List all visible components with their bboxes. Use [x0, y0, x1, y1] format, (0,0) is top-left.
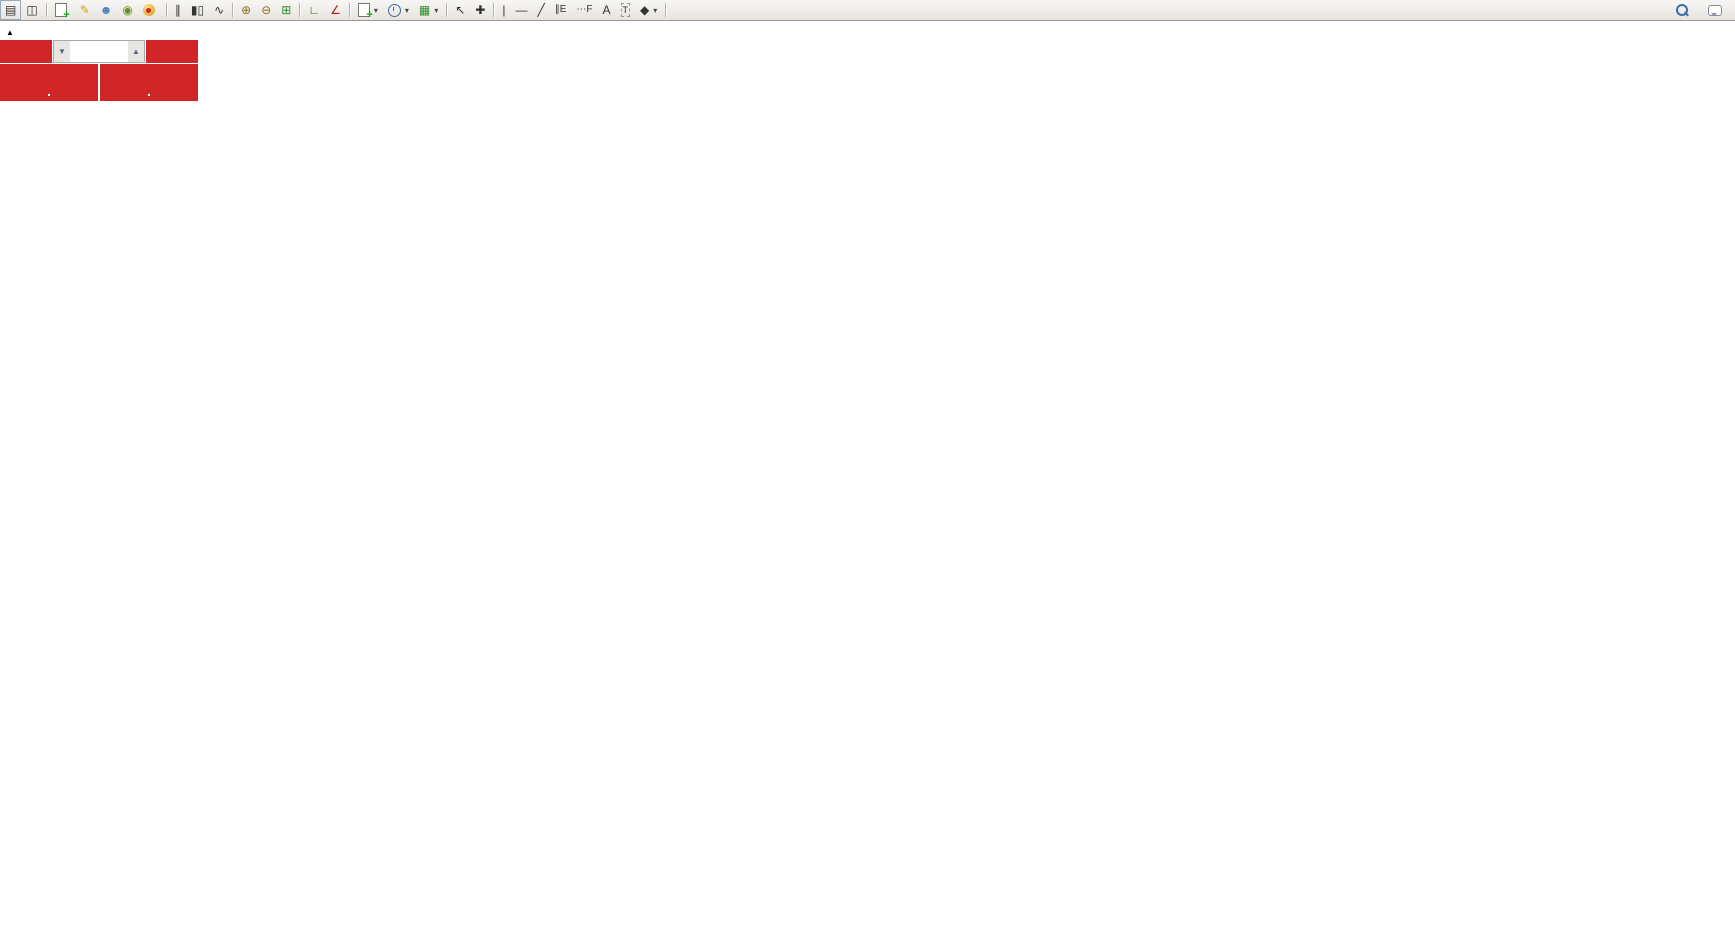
bar-chart-icon: ∥: [174, 3, 181, 17]
templates-icon: ▦: [418, 3, 431, 17]
volume-up-button[interactable]: ▲: [128, 41, 144, 62]
line-chart-button[interactable]: ∿: [209, 0, 229, 20]
fibonacci-button[interactable]: ⋯F: [571, 0, 597, 20]
auto-trading-button[interactable]: [138, 0, 163, 20]
signal-button[interactable]: ◉: [117, 0, 137, 20]
buy-price[interactable]: .: [100, 64, 198, 101]
new-order-icon: [54, 3, 70, 21]
text-label-button[interactable]: T: [616, 0, 636, 20]
toolbar-right: [1671, 0, 1735, 20]
search-button[interactable]: [1671, 0, 1693, 20]
crosshair-icon: ✚: [475, 3, 486, 17]
text-icon: A: [602, 3, 611, 17]
new-order-button[interactable]: [50, 0, 75, 21]
chat-icon: [1708, 4, 1722, 16]
cursor-button[interactable]: ↖: [450, 0, 470, 20]
chart-title: ▲: [6, 26, 20, 38]
zoom-out-button[interactable]: ⊖: [256, 0, 276, 20]
period-button[interactable]: ▾: [383, 0, 414, 20]
horizontal-line-button[interactable]: —: [511, 0, 533, 20]
arrows-button[interactable]: ◆ ▾: [640, 3, 658, 17]
crosshair-button[interactable]: ✚: [470, 0, 490, 20]
separator: [165, 3, 167, 17]
arrows-icon: ◆: [640, 3, 650, 17]
chart-canvas[interactable]: [0, 20, 1735, 948]
buy-button[interactable]: [146, 40, 198, 63]
auto-scroll-icon: ∟: [308, 3, 321, 17]
volume-stepper: ▼ ▲: [53, 40, 145, 63]
chart-list-icon[interactable]: ▤: [0, 0, 22, 20]
collapse-triangle-icon: ▲: [6, 28, 14, 37]
profile-button[interactable]: ☻: [95, 0, 118, 20]
tile-windows-icon: ⊞: [281, 3, 292, 17]
sell-button[interactable]: [0, 40, 52, 63]
chat-button[interactable]: [1703, 0, 1727, 20]
tile-windows-button[interactable]: ⊞: [276, 0, 296, 20]
indicators-button[interactable]: ▾: [353, 0, 383, 21]
chart-window-icon[interactable]: ◫: [26, 3, 38, 17]
one-click-trade-panel: ▼ ▲ . .: [0, 40, 198, 101]
search-icon: [1676, 4, 1688, 16]
fibonacci-icon: ⋯F: [576, 4, 593, 15]
chart-shift-icon: ∠: [330, 3, 341, 17]
candlestick-button[interactable]: ▮▯: [186, 0, 209, 20]
separator: [665, 3, 667, 17]
separator: [446, 3, 448, 17]
text-button[interactable]: A: [598, 0, 616, 20]
templates-button[interactable]: ▦ ▾: [418, 3, 439, 17]
vertical-line-icon: |: [502, 3, 506, 17]
separator: [299, 3, 301, 17]
text-label-icon: T: [620, 3, 631, 17]
pencil-icon: ✎: [79, 3, 90, 17]
sell-price[interactable]: .: [0, 64, 98, 101]
signal-icon: ◉: [122, 3, 133, 17]
separator: [45, 3, 47, 17]
separator: [232, 3, 234, 17]
trendline-icon: ╱: [537, 3, 545, 17]
profile-icon: ☻: [99, 3, 113, 17]
channel-icon: ∥E: [554, 4, 567, 15]
toolbar: ▤ ◫ ✎ ☻ ◉ ∥ ▮▯ ∿ ⊕ ⊖ ⊞ ∟ ∠ ▾ ▾ ▦▾ ↖ ✚ | …: [0, 0, 1735, 21]
bar-chart-button[interactable]: ∥: [170, 0, 186, 20]
chart-shift-button[interactable]: ∠: [325, 0, 346, 20]
zoom-in-icon: ⊕: [241, 3, 252, 17]
trendline-button[interactable]: ╱: [533, 0, 550, 20]
separator: [348, 3, 350, 17]
metaeditor-button[interactable]: ✎: [75, 0, 95, 20]
vertical-line-button[interactable]: |: [497, 0, 510, 20]
indicators-icon: [357, 3, 373, 21]
line-chart-icon: ∿: [214, 3, 225, 17]
candlestick-icon: ▮▯: [190, 3, 205, 17]
volume-down-button[interactable]: ▼: [54, 41, 70, 62]
channel-button[interactable]: ∥E: [550, 0, 572, 20]
separator: [493, 3, 495, 17]
auto-scroll-button[interactable]: ∟: [303, 0, 325, 20]
auto-trading-icon: [142, 4, 155, 16]
cursor-icon: ↖: [455, 3, 466, 17]
zoom-out-icon: ⊖: [261, 3, 272, 17]
horizontal-line-icon: —: [515, 3, 528, 17]
zoom-in-button[interactable]: ⊕: [236, 0, 256, 20]
clock-icon: [387, 3, 401, 17]
